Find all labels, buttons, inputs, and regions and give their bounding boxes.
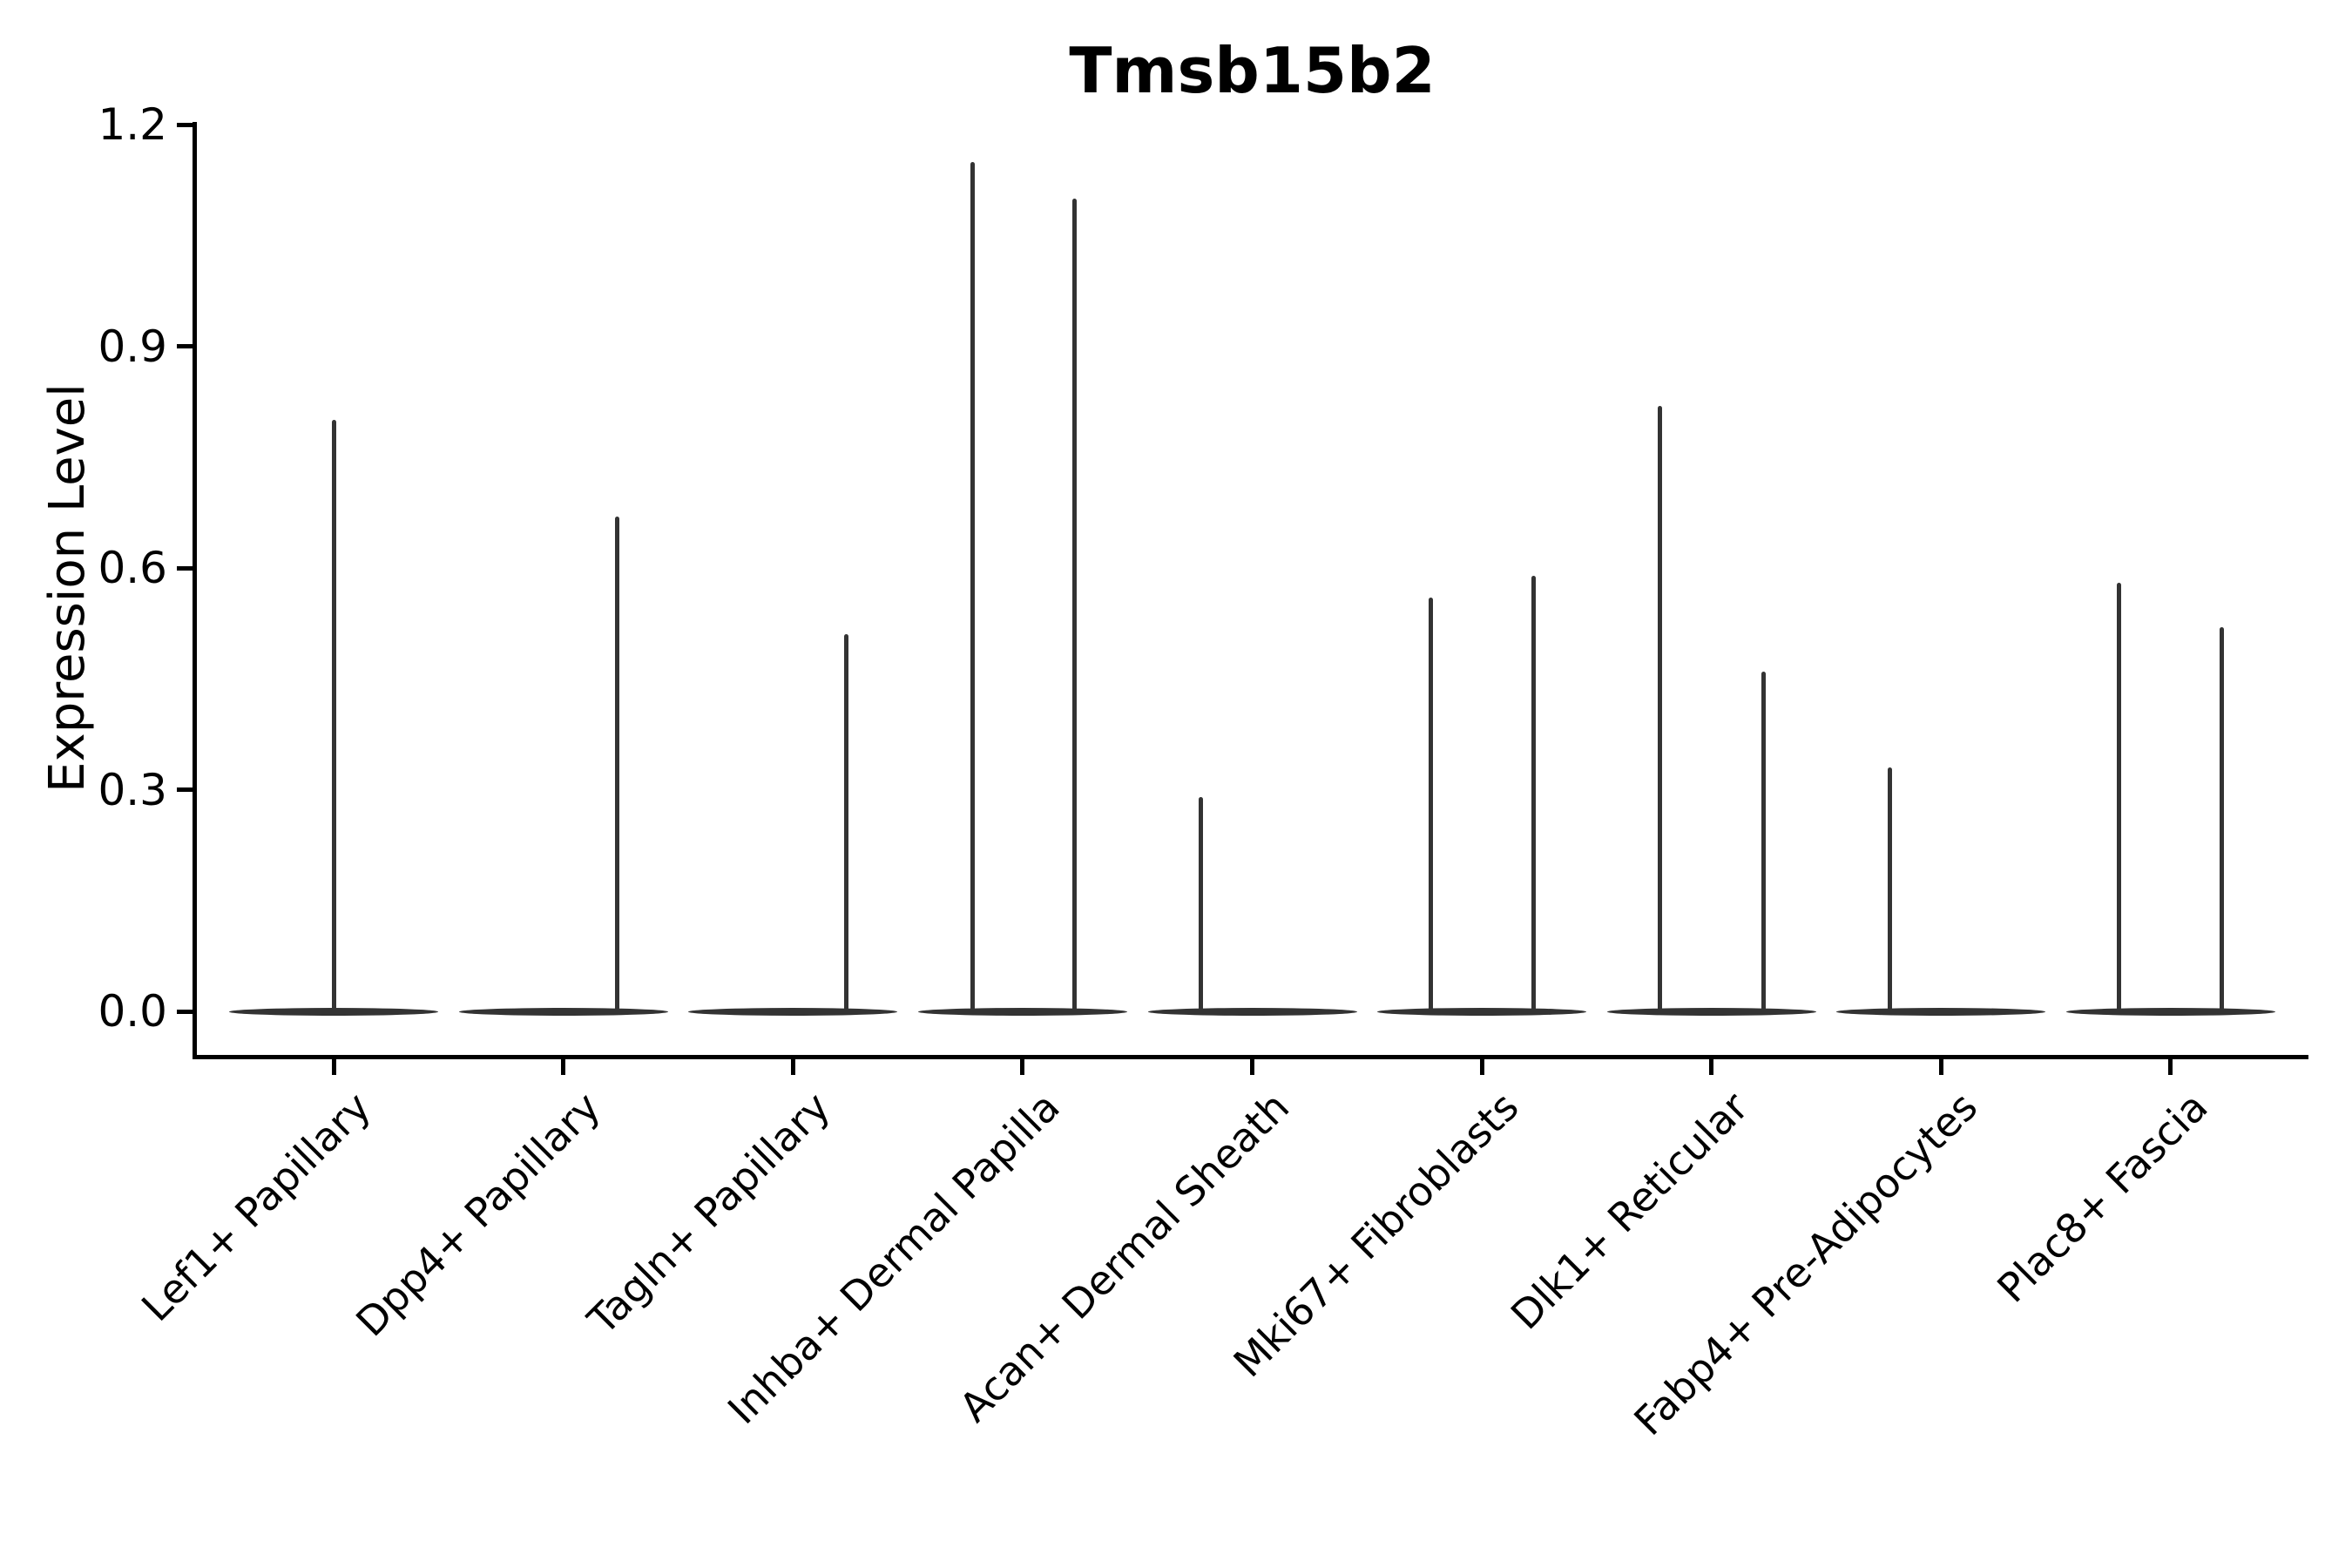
violin-zero-base (1147, 1007, 1357, 1016)
x-tick (331, 1059, 336, 1075)
y-tick-label: 0.3 (98, 764, 167, 815)
x-tick (1020, 1059, 1025, 1075)
violin-spike (843, 634, 848, 1015)
x-tick-label: Lef1+ Papillary (132, 1083, 380, 1331)
y-tick (177, 565, 193, 571)
violin-zero-base (1606, 1007, 1816, 1016)
chart-title: Tmsb15b2 (1069, 34, 1436, 107)
violin-spike (1531, 575, 1536, 1015)
violin-spike (1199, 797, 1203, 1015)
x-tick (561, 1059, 566, 1075)
y-axis-spine (193, 122, 197, 1059)
y-axis-label: Expression Level (39, 383, 96, 793)
violin-spike (2220, 626, 2225, 1015)
y-tick (177, 122, 193, 127)
violin-zero-base (917, 1007, 1127, 1016)
y-tick (177, 344, 193, 349)
y-tick-label: 0.6 (98, 543, 167, 594)
x-tick (1709, 1059, 1714, 1075)
x-tick-label: Dpp4+ Papillary (347, 1083, 610, 1346)
x-tick (790, 1059, 795, 1075)
violin-spike (615, 516, 620, 1015)
violin-zero-base (1377, 1007, 1587, 1016)
y-tick (177, 787, 193, 793)
violin-spike (2117, 583, 2122, 1015)
y-tick-label: 1.2 (98, 99, 167, 151)
violin-spike (970, 161, 976, 1015)
violin-zero-base (1836, 1007, 2046, 1016)
y-tick-label: 0.0 (98, 986, 167, 1037)
violin-zero-base (688, 1007, 898, 1016)
x-tick (1938, 1059, 1943, 1075)
y-tick (177, 1009, 193, 1014)
y-tick-label: 0.9 (98, 321, 167, 372)
x-tick (2168, 1059, 2173, 1075)
violin-zero-base (458, 1007, 668, 1016)
x-tick-label: Tagln+ Papillary (578, 1083, 839, 1344)
violin-spike (1887, 767, 1892, 1015)
violin-spike (1761, 671, 1767, 1015)
violin-spike (1072, 199, 1078, 1015)
violin-spike (1658, 405, 1663, 1015)
x-tick (1479, 1059, 1484, 1075)
x-axis-spine (193, 1055, 2308, 1059)
x-tick (1250, 1059, 1254, 1075)
x-tick-label: Plac8+ Fascia (1987, 1083, 2217, 1312)
violin-spike (1428, 598, 1433, 1015)
violin-zero-base (2065, 1007, 2275, 1016)
violin-spike (331, 420, 336, 1015)
x-tick-label: Dlk1+ Reticular (1501, 1083, 1758, 1339)
